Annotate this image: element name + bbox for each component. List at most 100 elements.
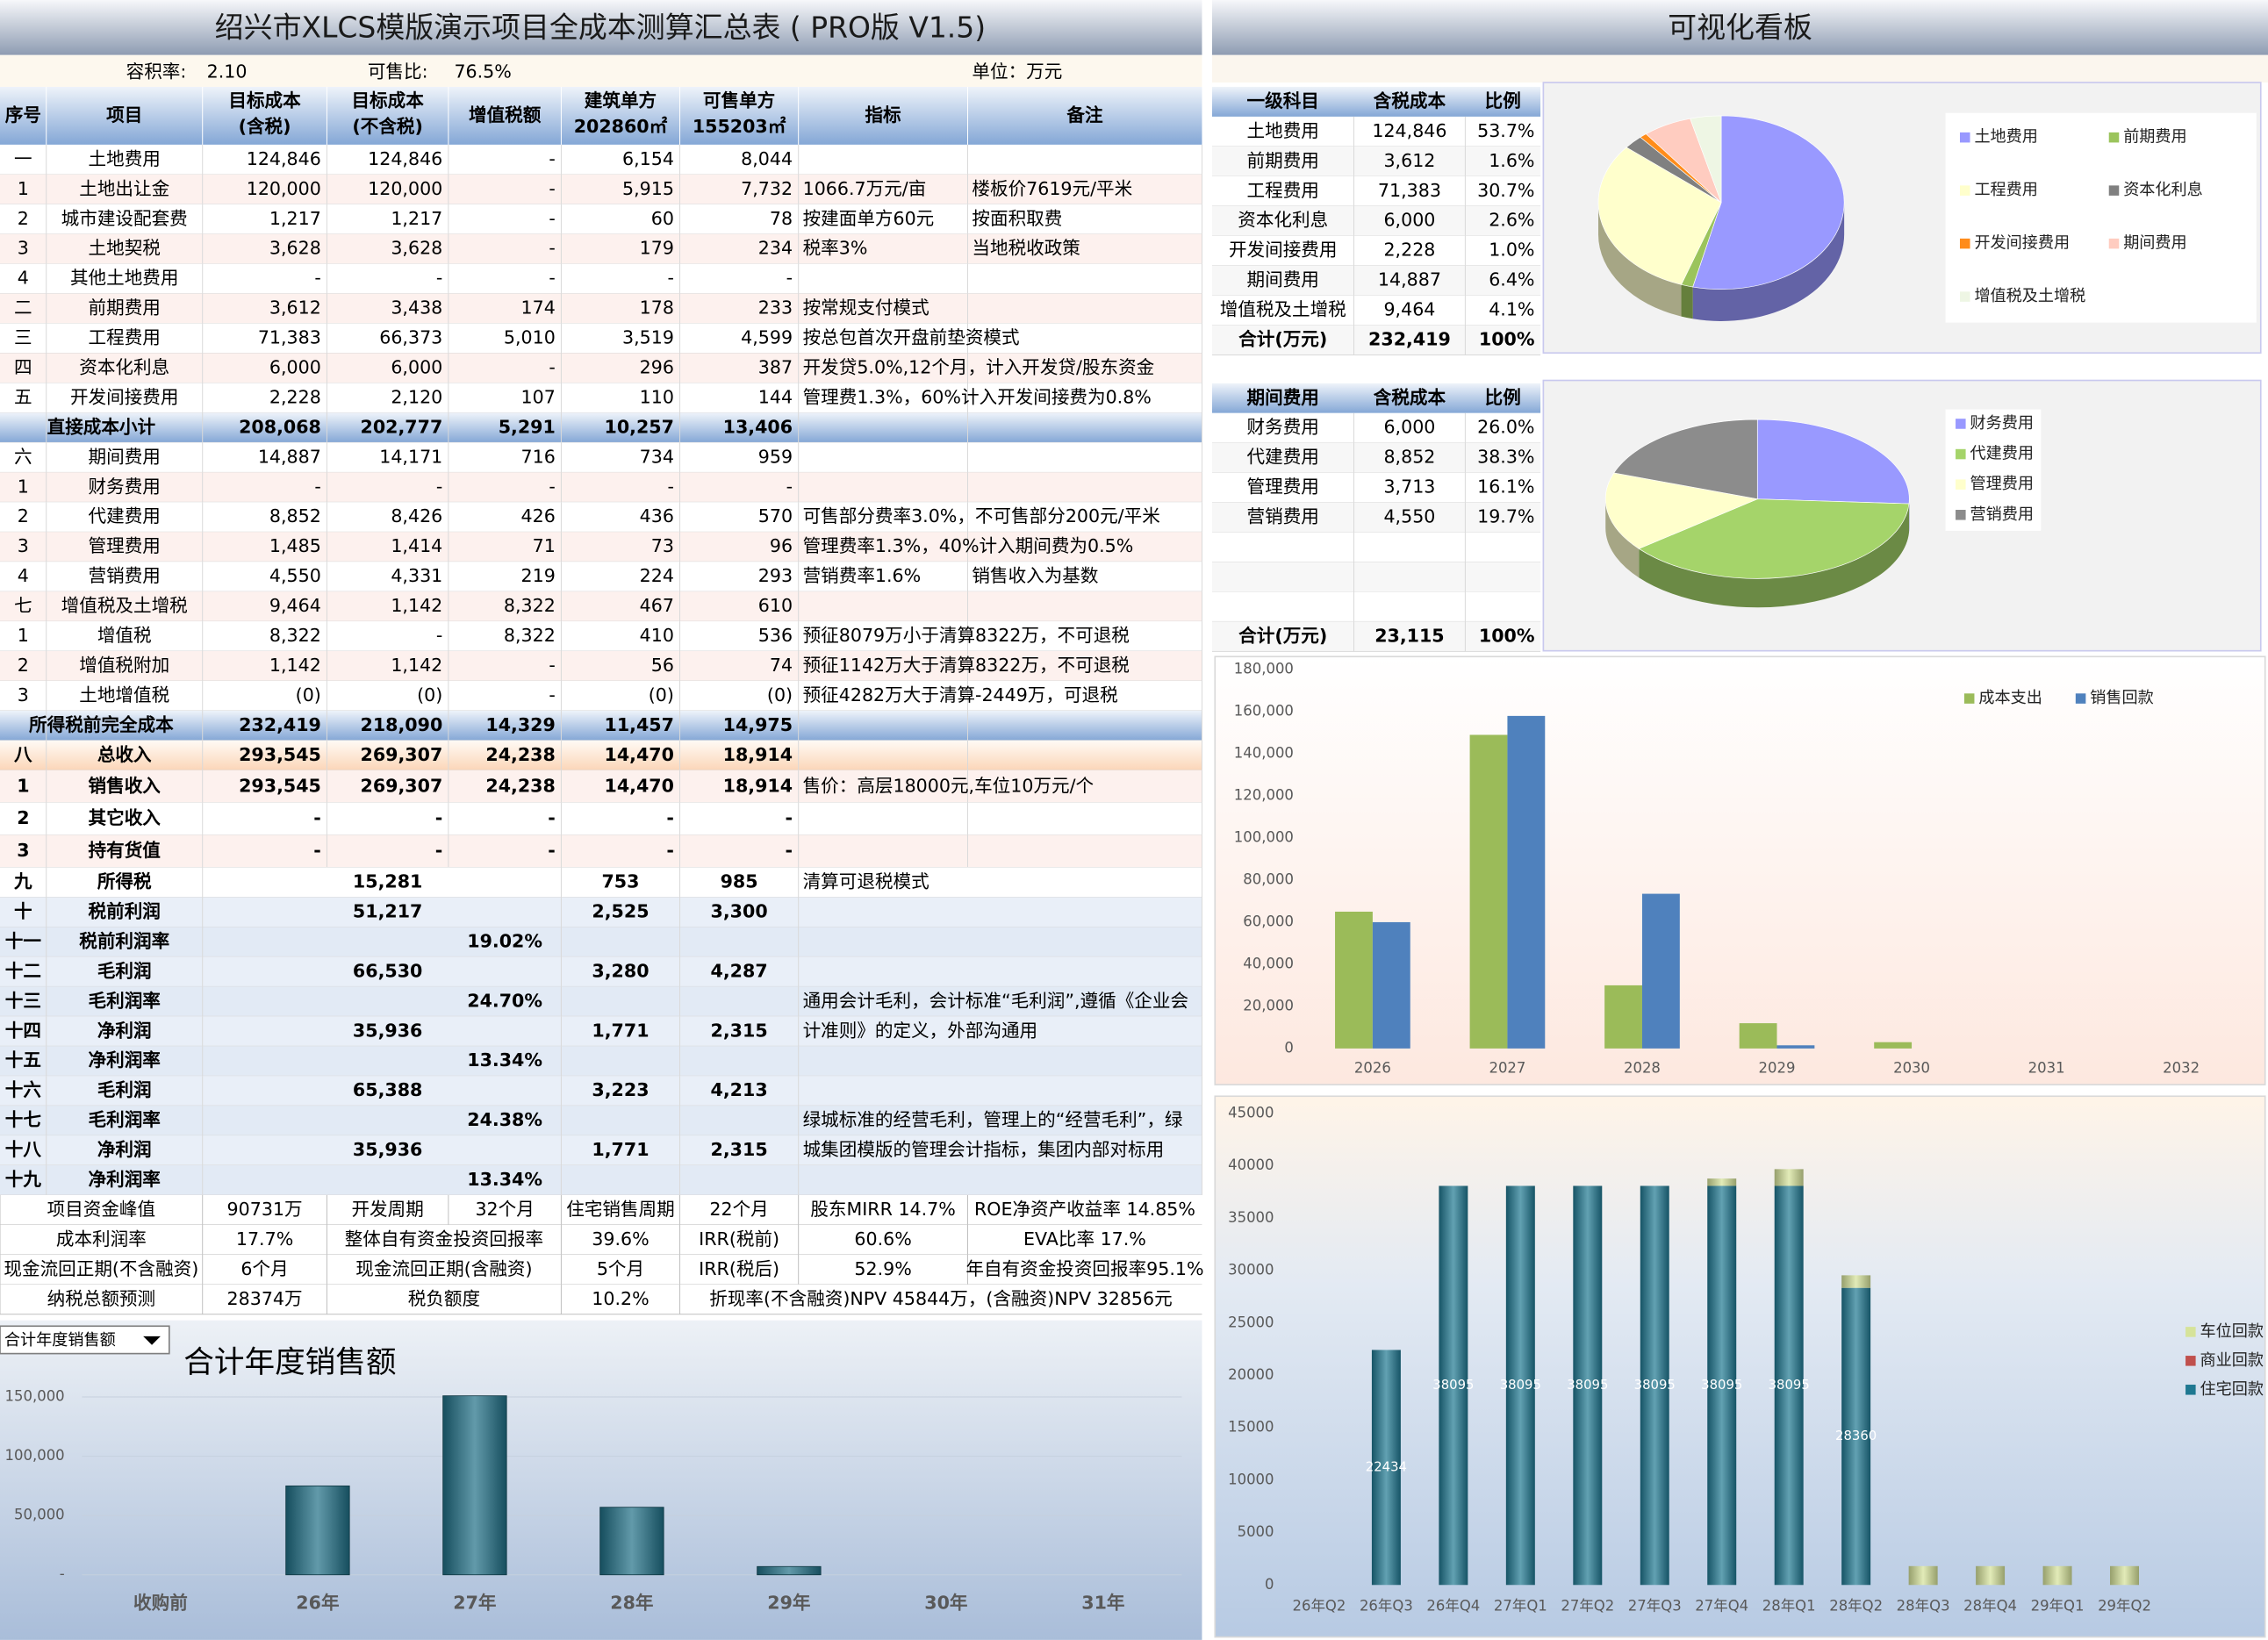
x-tick-label: 2029 xyxy=(1759,1059,1796,1076)
cell-text: - xyxy=(549,476,555,497)
cell-text: 6,000 xyxy=(391,357,442,378)
x-tick-label: 28年Q4 xyxy=(1963,1597,2017,1614)
bar xyxy=(1372,921,1410,1049)
cell-text: 4,550 xyxy=(269,565,321,586)
cell-text: - xyxy=(549,178,555,199)
cell-text: 14,470 xyxy=(605,744,674,765)
x-tick-label: 收购前 xyxy=(133,1593,188,1614)
row-bg xyxy=(1211,502,1541,533)
cell-text: 八 xyxy=(14,744,32,765)
x-tick-label: 29年Q2 xyxy=(2098,1597,2151,1614)
cell-text: - xyxy=(786,840,793,861)
cell-text: 其他土地费用 xyxy=(70,268,178,289)
row-bg xyxy=(0,323,1202,354)
cell-text: 8,322 xyxy=(269,625,321,646)
cell-text: 716 xyxy=(521,446,556,467)
cell-text: 14,329 xyxy=(485,714,555,735)
cell-text: 426 xyxy=(521,505,556,526)
cell-text: (0) xyxy=(417,684,442,705)
cell-text: 城市建设配套费 xyxy=(61,208,188,229)
info-value: 76.5% xyxy=(454,61,511,82)
row-bg xyxy=(0,1194,1202,1225)
cell-text: 开发间接费用 xyxy=(1229,240,1337,261)
x-tick-label: 27年Q2 xyxy=(1561,1597,1614,1614)
y-tick-label: 45000 xyxy=(1228,1105,1274,1121)
x-tick-label: 2026 xyxy=(1354,1059,1391,1076)
row-bg xyxy=(1211,235,1541,266)
cell-text: 1,142 xyxy=(391,595,442,616)
x-tick-label: 26年 xyxy=(296,1593,340,1614)
header-bg xyxy=(1211,86,1541,117)
cell-text: 增值税 xyxy=(97,625,152,646)
cell-text: 9,464 xyxy=(1383,299,1435,320)
pie-slice xyxy=(1597,147,1722,285)
column-header: 建筑单方 xyxy=(585,90,657,111)
cell-text: 2 xyxy=(17,807,29,828)
cell-text: 100% xyxy=(1479,625,1535,646)
x-tick-label: 28年Q2 xyxy=(1829,1597,1883,1614)
cell-text: 96 xyxy=(770,535,793,556)
cell-text: - xyxy=(549,357,555,378)
cell-text: 107 xyxy=(521,386,556,407)
x-tick-label: 28年Q1 xyxy=(1762,1597,1816,1614)
cell-text: 清算可退税模式 xyxy=(803,871,929,892)
cell-text: 1 xyxy=(18,625,29,646)
cell-text: 十二 xyxy=(5,960,41,981)
cell-text: - xyxy=(313,807,321,828)
row-bg xyxy=(1211,205,1541,236)
y-tick-label: 40,000 xyxy=(1243,955,1294,971)
legend-label: 资本化利息 xyxy=(2123,181,2203,199)
cell-text: 持有货值 xyxy=(89,840,161,861)
cell-text: 二 xyxy=(14,297,32,319)
cell-text: 293,545 xyxy=(239,744,321,765)
cell-text: 十一 xyxy=(5,930,42,951)
cell-text: - xyxy=(786,807,793,828)
cell-text: 管理费用 xyxy=(89,535,161,556)
cell-text: 4,213 xyxy=(711,1079,768,1100)
cell-text: 1066.7万元/亩 xyxy=(803,178,927,199)
dropdown-text[interactable]: 合计年度销售额 xyxy=(4,1331,116,1350)
cell-text: 1,217 xyxy=(269,208,321,229)
column-header: 期间费用 xyxy=(1247,387,1319,408)
bar xyxy=(1507,715,1546,1049)
column-header: 项目 xyxy=(106,104,142,125)
cell-text: 144 xyxy=(758,386,793,407)
dropdown-box[interactable] xyxy=(0,1325,170,1355)
cell-text: 土地增值税 xyxy=(79,684,169,705)
cell-text: 10,257 xyxy=(605,416,674,437)
legend-swatch xyxy=(1959,132,1970,143)
bar-segment xyxy=(1707,1185,1737,1586)
cell-text: 税前利润率 xyxy=(79,930,169,951)
row-bg xyxy=(0,562,1202,592)
bar-segment xyxy=(1908,1565,1938,1586)
cell-text: 985 xyxy=(721,871,758,892)
bar xyxy=(1739,1023,1777,1049)
cell-text: 3,300 xyxy=(711,900,768,921)
cell-text: 财务费用 xyxy=(89,476,161,497)
dashboard-title: 可视化看板 xyxy=(1668,11,1812,45)
column-header: 序号 xyxy=(5,104,41,125)
cell-text: 3 xyxy=(18,238,29,259)
row-bg xyxy=(0,1284,1202,1314)
column-header: 增值税额 xyxy=(469,104,542,125)
cell-text: 13.34% xyxy=(467,1049,542,1071)
cell-text: 营销费率1.6% xyxy=(803,565,922,586)
dropdown-arrow[interactable] xyxy=(143,1336,161,1345)
dropdown[interactable]: 合计年度销售额 xyxy=(0,1325,170,1355)
row-bg xyxy=(0,472,1202,503)
row-bg xyxy=(0,1224,1202,1255)
legend-label: 增值税及土增税 xyxy=(1974,287,2085,305)
x-tick-label: 28年 xyxy=(610,1593,654,1614)
cell-text: - xyxy=(786,268,793,289)
cell-text: 年自有资金投资回报率95.1% xyxy=(965,1258,1203,1279)
cell-text: 整体自有资金投资回报率 xyxy=(345,1228,543,1250)
row-bg xyxy=(0,1046,1202,1077)
row-bg xyxy=(1211,265,1541,296)
cell-text: 202,777 xyxy=(361,416,443,437)
bar xyxy=(1641,893,1680,1049)
cell-text: 120,000 xyxy=(247,178,321,199)
cell-text: 174 xyxy=(521,297,556,319)
row-bg xyxy=(0,293,1202,324)
note-text: 城集团模版的管理会计指标，集团内部对标用 xyxy=(803,1139,1165,1160)
cell-text: 60.6% xyxy=(854,1228,911,1250)
